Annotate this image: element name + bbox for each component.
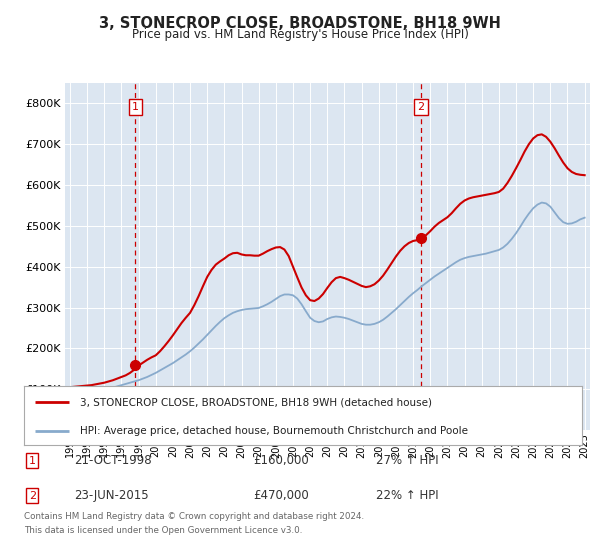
Text: 27% ↑ HPI: 27% ↑ HPI xyxy=(376,454,438,467)
Text: This data is licensed under the Open Government Licence v3.0.: This data is licensed under the Open Gov… xyxy=(24,526,302,535)
Text: 3, STONECROP CLOSE, BROADSTONE, BH18 9WH (detached house): 3, STONECROP CLOSE, BROADSTONE, BH18 9WH… xyxy=(80,397,432,407)
Text: 21-OCT-1998: 21-OCT-1998 xyxy=(74,454,152,467)
Text: 3, STONECROP CLOSE, BROADSTONE, BH18 9WH: 3, STONECROP CLOSE, BROADSTONE, BH18 9WH xyxy=(99,16,501,31)
Text: 1: 1 xyxy=(29,456,36,466)
Text: Price paid vs. HM Land Registry's House Price Index (HPI): Price paid vs. HM Land Registry's House … xyxy=(131,28,469,41)
Text: £160,000: £160,000 xyxy=(253,454,308,467)
Text: HPI: Average price, detached house, Bournemouth Christchurch and Poole: HPI: Average price, detached house, Bour… xyxy=(80,426,468,436)
Text: 22% ↑ HPI: 22% ↑ HPI xyxy=(376,489,438,502)
Text: 1: 1 xyxy=(131,102,139,113)
Text: 23-JUN-2015: 23-JUN-2015 xyxy=(74,489,149,502)
Text: Contains HM Land Registry data © Crown copyright and database right 2024.: Contains HM Land Registry data © Crown c… xyxy=(24,512,364,521)
Text: 2: 2 xyxy=(418,102,425,113)
Text: 2: 2 xyxy=(29,491,36,501)
Text: £470,000: £470,000 xyxy=(253,489,308,502)
